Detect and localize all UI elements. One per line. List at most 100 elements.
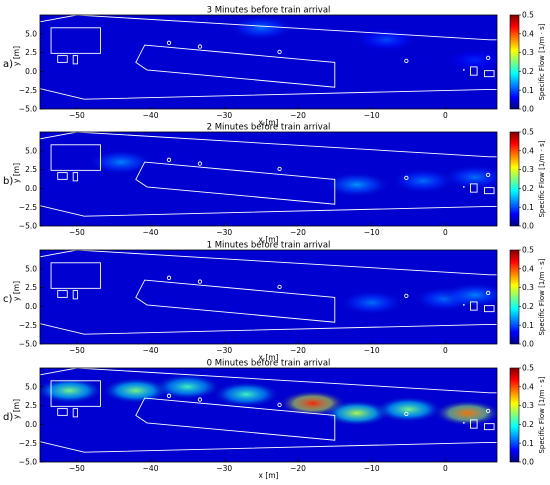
y-tick-label: 2.5 <box>25 165 37 174</box>
x-tick-label: −40 <box>143 346 159 355</box>
colorbar <box>509 14 520 110</box>
building-block <box>50 262 101 289</box>
heatmap-hotspot <box>87 149 156 176</box>
heatmap-hotspot <box>40 377 104 404</box>
x-tick-label: −20 <box>290 228 306 237</box>
y-tick-label: −2.5 <box>19 321 37 330</box>
plot-frame <box>39 249 498 345</box>
heatmap-hotspot <box>389 167 458 194</box>
y-tick-label: 2.5 <box>25 401 37 410</box>
y-tick-label: −5.0 <box>19 340 37 349</box>
x-tick-label: −20 <box>290 346 306 355</box>
station-outline <box>40 15 497 100</box>
colorbar-tick-label: 0.1 <box>522 86 534 95</box>
y-tick-label: 5.0 <box>25 146 37 155</box>
column-marker <box>486 290 491 296</box>
column-marker <box>462 303 465 306</box>
column-marker <box>166 157 172 162</box>
x-tick-label: −20 <box>290 464 306 473</box>
column-marker <box>277 49 282 54</box>
colorbar-label: Specific Flow [1/m · s] <box>538 376 546 453</box>
station-outline <box>40 250 497 335</box>
platform-edge-bottom <box>40 88 497 100</box>
colorbar <box>509 131 520 227</box>
column-marker <box>486 172 491 178</box>
x-tick-label: −10 <box>364 464 380 473</box>
y-tick-label: 5.0 <box>25 29 37 38</box>
pillar <box>72 408 79 418</box>
heatmap-hotspot <box>212 381 281 408</box>
pillar <box>57 172 68 180</box>
x-tick-label: −30 <box>216 464 232 473</box>
colorbar <box>509 367 520 463</box>
platform-edge-top <box>40 132 497 158</box>
track-block <box>135 44 336 88</box>
x-tick-label: −10 <box>364 111 380 120</box>
x-tick-label: −40 <box>143 228 159 237</box>
colorbar-tick-label: 0.5 <box>522 11 534 20</box>
column-marker <box>462 421 465 424</box>
colorbar-tick-label: 0.3 <box>522 165 534 174</box>
colorbar-tick-label: 0.0 <box>522 340 534 349</box>
column-marker <box>197 161 203 166</box>
heatmap-hotspot <box>227 15 296 41</box>
building-block <box>50 27 101 54</box>
plot-frame <box>39 14 498 110</box>
y-tick-label: 0.0 <box>25 67 37 76</box>
colorbar-label: Specific Flow [1/m · s] <box>538 258 546 335</box>
colorbar-tick-label: 0.4 <box>522 29 534 38</box>
pillar <box>72 290 79 300</box>
heatmap-hotspot <box>322 171 391 198</box>
panel-2: −50 −40 −30 −20 −10 0 −5.0 −2.5 0.0 2.5 5.0 2 Minut… <box>3 123 546 245</box>
colorbar-tick-label: 0.1 <box>522 439 534 448</box>
y-tick-label: 2.5 <box>25 283 37 292</box>
station-outline <box>40 132 497 217</box>
column-marker <box>197 397 203 402</box>
panel-3: −50 −40 −30 −20 −10 0 −5.0 −2.5 0.0 2.5 5.0 1 Minut… <box>3 241 546 363</box>
heatmap-hotspot <box>440 47 497 74</box>
colorbar-tick-label: 0.1 <box>522 321 534 330</box>
x-tick-label: −40 <box>143 111 159 120</box>
x-tick-label: −20 <box>290 111 306 120</box>
x-tick-label: 0 <box>443 464 448 473</box>
heatmap-layer <box>227 15 497 74</box>
plot-frame <box>39 131 498 227</box>
chart-title: 0 Minutes before train arrival <box>207 359 331 369</box>
y-tick-label: −5.0 <box>19 222 37 231</box>
x-tick-label: −30 <box>216 346 232 355</box>
column-marker <box>462 185 465 188</box>
chart-title: 2 Minutes before train arrival <box>207 123 331 133</box>
x-axis-label: x [m] <box>259 471 279 480</box>
platform-edge-bottom <box>40 205 497 217</box>
pillar <box>72 172 79 182</box>
x-tick-label: −50 <box>69 111 85 120</box>
colorbar-label: Specific Flow [1/m · s] <box>538 23 546 100</box>
x-tick-label: 0 <box>443 111 448 120</box>
x-tick-label: −10 <box>364 228 380 237</box>
colorbar-tick-label: 0.3 <box>522 48 534 57</box>
colorbar-tick-label: 0.3 <box>522 283 534 292</box>
y-tick-label: 5.0 <box>25 382 37 391</box>
y-tick-label: 0.0 <box>25 420 37 429</box>
track-block <box>135 161 336 205</box>
x-tick-label: −50 <box>69 228 85 237</box>
pillar <box>484 423 495 431</box>
column-marker <box>404 58 409 64</box>
colorbar-tick-label: 0.2 <box>522 420 534 429</box>
pillar <box>72 55 79 65</box>
pillar <box>57 290 68 298</box>
chart-title: 3 Minutes before train arrival <box>207 6 331 16</box>
y-tick-label: 2.5 <box>25 48 37 57</box>
colorbar-tick-label: 0.4 <box>522 146 534 155</box>
column-marker <box>277 166 282 171</box>
x-axis-label: x [m] <box>259 235 279 244</box>
y-axis-label: y [m] <box>12 399 21 419</box>
platform-edge-bottom <box>40 323 497 335</box>
x-tick-label: −10 <box>364 346 380 355</box>
track-block <box>135 397 336 441</box>
x-tick-label: −50 <box>69 346 85 355</box>
heatmap-layer <box>87 149 497 198</box>
pillar <box>484 187 495 195</box>
colorbar-tick-label: 0.0 <box>522 458 534 467</box>
x-axis-label: x [m] <box>259 118 279 127</box>
